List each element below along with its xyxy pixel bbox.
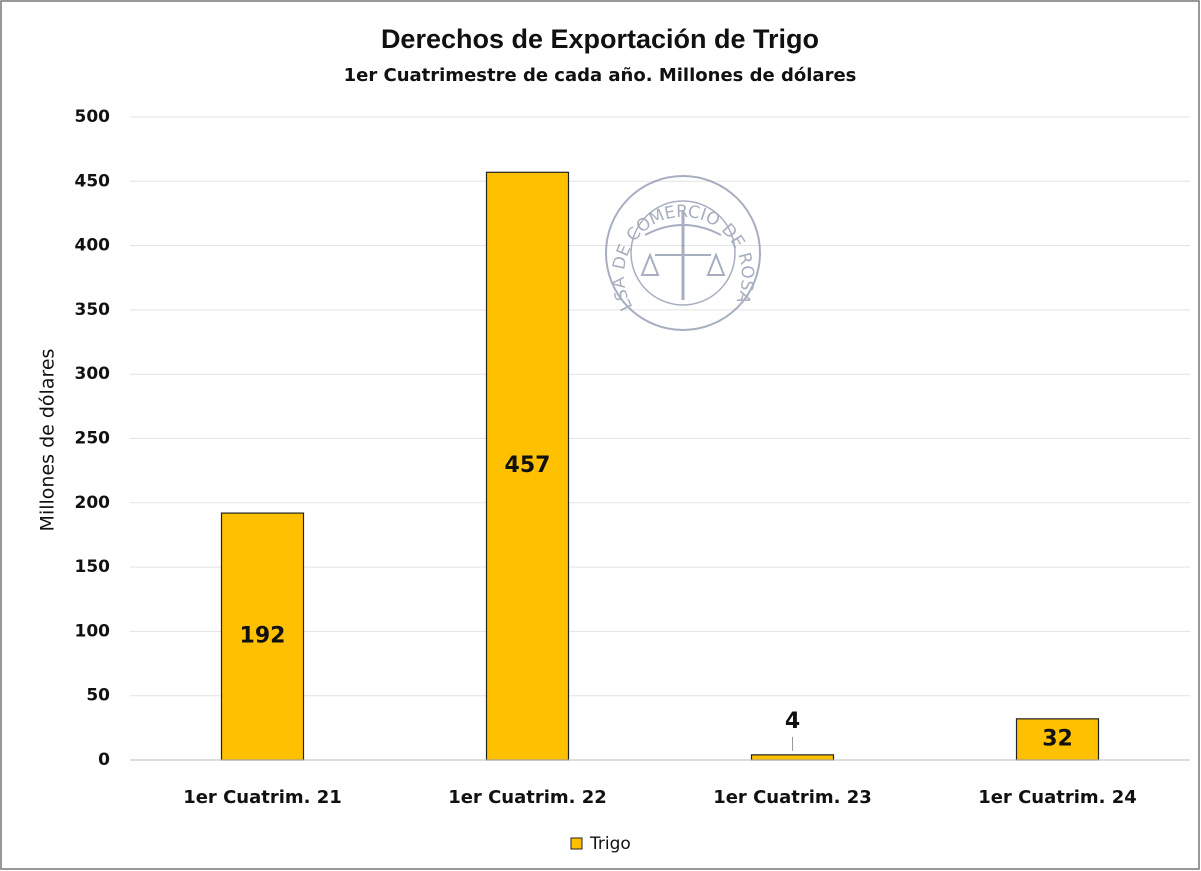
y-tick-label: 500 bbox=[75, 107, 111, 127]
bar bbox=[220, 512, 305, 761]
x-tick-label: 1er Cuatrim. 24 bbox=[978, 787, 1137, 808]
y-tick-label: 450 bbox=[75, 171, 111, 191]
bar bbox=[750, 754, 835, 761]
y-tick-label: 400 bbox=[75, 236, 111, 256]
y-tick-label: 50 bbox=[86, 686, 110, 706]
y-tick-label: 300 bbox=[75, 364, 111, 384]
legend-swatch bbox=[570, 837, 583, 850]
y-axis-label: Millones de dólares bbox=[37, 349, 59, 532]
x-tick-label: 1er Cuatrim. 22 bbox=[448, 787, 607, 808]
bar bbox=[485, 171, 570, 761]
data-label: 192 bbox=[240, 624, 286, 649]
logo-ring bbox=[630, 200, 736, 306]
data-label: 4 bbox=[785, 709, 800, 734]
x-tick-label: 1er Cuatrim. 23 bbox=[713, 787, 872, 808]
logo-ring bbox=[605, 175, 761, 331]
data-label: 457 bbox=[505, 453, 551, 478]
legend-label: Trigo bbox=[589, 834, 631, 854]
bar bbox=[1015, 718, 1100, 761]
chart-subtitle: 1er Cuatrimestre de cada año. Millones d… bbox=[344, 65, 857, 86]
y-tick-label: 200 bbox=[75, 493, 111, 513]
data-label: 32 bbox=[1042, 726, 1073, 751]
y-tick-label: 150 bbox=[75, 557, 111, 577]
y-tick-label: 0 bbox=[98, 750, 110, 770]
logo-scales bbox=[640, 224, 726, 276]
y-tick-label: 100 bbox=[75, 621, 111, 641]
chart-title: Derechos de Exportación de Trigo bbox=[381, 24, 819, 54]
y-tick-label: 250 bbox=[75, 429, 111, 449]
x-tick-label: 1er Cuatrim. 21 bbox=[183, 787, 342, 808]
y-tick-label: 350 bbox=[75, 300, 111, 320]
